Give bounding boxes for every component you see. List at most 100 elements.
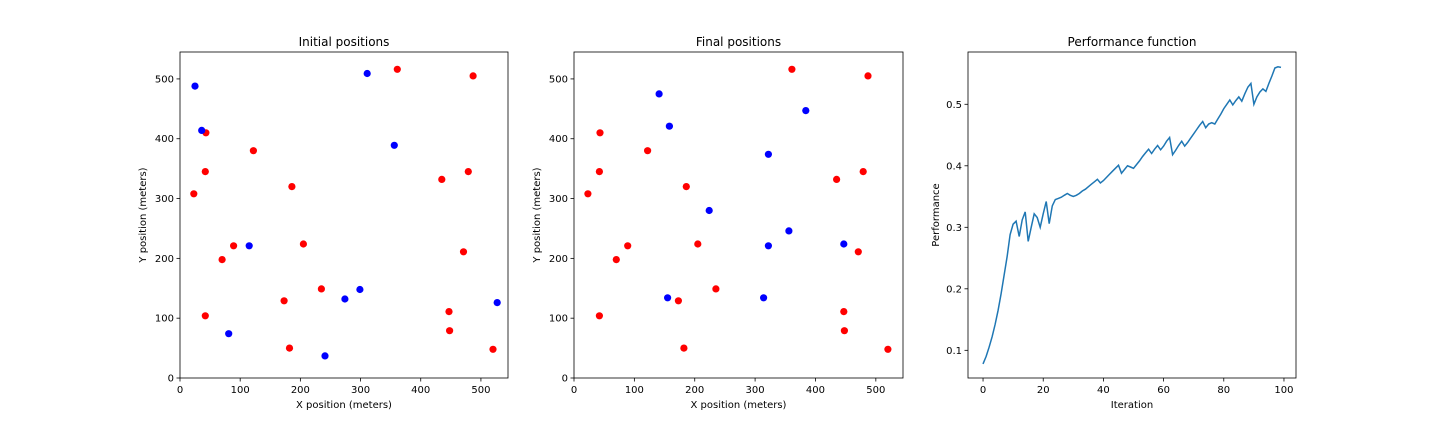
red-point — [624, 242, 632, 250]
red-point — [680, 344, 688, 352]
blue-point — [840, 240, 848, 248]
y-tick-label: 400 — [549, 134, 568, 145]
red-point — [285, 344, 294, 352]
red-point — [694, 240, 702, 248]
blue-point — [321, 352, 329, 360]
red-point — [612, 256, 620, 264]
y-tick-label: 100 — [155, 314, 174, 325]
y-tick-label: 200 — [155, 254, 174, 265]
blue-point — [785, 227, 793, 235]
y-tick-label: 500 — [549, 74, 568, 85]
red-point — [446, 327, 454, 335]
chart-title: Initial positions — [299, 35, 390, 49]
red-point — [459, 248, 468, 256]
x-tick-label: 60 — [1157, 385, 1170, 396]
blue-point — [493, 299, 501, 307]
chart-title: Performance function — [1068, 35, 1197, 49]
performance-line — [982, 66, 1282, 365]
chart-title: Final positions — [696, 35, 781, 49]
performance-function-panel: 0 20 40 60 80 100 0.1 0.2 0.3 0.4 0.5 Performance f… — [931, 35, 1297, 411]
y-tick-label: 0.1 — [946, 346, 962, 357]
blue-point — [802, 107, 810, 115]
x-tick-label: 0 — [571, 385, 577, 396]
red-point — [840, 327, 849, 335]
red-point — [201, 168, 209, 176]
red-point — [190, 190, 198, 198]
x-tick-label: 400 — [806, 385, 825, 396]
x-axis-label: Iteration — [1111, 400, 1153, 411]
blue-point — [764, 242, 773, 250]
x-tick-label: 80 — [1217, 385, 1230, 396]
y-axis-label: Y position (meters) — [532, 167, 543, 263]
red-point — [854, 248, 862, 256]
red-point — [393, 65, 401, 73]
red-point — [595, 168, 604, 176]
red-point — [469, 72, 477, 80]
y-tick-label: 200 — [549, 254, 568, 265]
blue-point — [198, 126, 206, 134]
red-point — [788, 65, 796, 73]
red-point — [595, 312, 604, 320]
red-point — [288, 183, 296, 191]
red-point — [864, 72, 872, 80]
x-tick-label: 100 — [231, 385, 250, 396]
y-tick-label: 100 — [549, 314, 568, 325]
x-tick-label: 200 — [685, 385, 704, 396]
blue-point — [363, 69, 371, 78]
axes-frame — [573, 51, 904, 379]
blue-point — [705, 206, 713, 215]
x-tick-label: 0 — [980, 385, 986, 396]
blue-point — [664, 294, 672, 302]
red-point — [280, 297, 288, 305]
red-point — [317, 285, 325, 293]
x-tick-label: 300 — [351, 385, 370, 396]
y-tick-label: 0 — [168, 374, 174, 385]
red-point — [596, 129, 604, 137]
y-tick-label: 0 — [562, 374, 568, 385]
y-tick-label: 300 — [155, 194, 174, 205]
axes-frame — [967, 51, 1297, 379]
x-axis-label: X position (meters) — [296, 400, 392, 411]
blue-point — [356, 285, 364, 294]
red-point — [445, 308, 453, 316]
blue-point — [665, 122, 674, 130]
red-point — [644, 147, 652, 155]
blue-point — [245, 242, 253, 250]
red-point — [249, 147, 257, 155]
blue-point — [341, 295, 349, 303]
x-tick-label: 0 — [177, 385, 183, 396]
red-point — [674, 297, 683, 305]
y-tick-label: 300 — [549, 194, 568, 205]
blue-point — [655, 90, 663, 98]
y-tick-label: 0.2 — [946, 284, 962, 295]
y-tick-label: 0.5 — [946, 100, 962, 111]
y-tick-label: 0.4 — [946, 161, 962, 172]
y-axis-label: Y position (meters) — [138, 167, 149, 263]
y-tick-label: 0.3 — [946, 223, 962, 234]
red-point — [230, 242, 238, 250]
final-positions-panel: 0 100 200 300 400 500 0 100 200 300 400 500 Final po… — [532, 35, 904, 411]
blue-point — [390, 141, 398, 149]
red-point — [682, 183, 690, 191]
x-tick-label: 100 — [1274, 385, 1293, 396]
x-axis-label: X position (meters) — [691, 400, 787, 411]
red-point — [840, 308, 848, 316]
red-point — [712, 285, 720, 293]
x-tick-label: 400 — [411, 385, 430, 396]
initial-positions-panel: 0 100 200 300 400 500 0 100 200 300 400 500 Initial … — [138, 35, 509, 411]
y-tick-label: 400 — [155, 134, 174, 145]
axes-frame — [179, 51, 509, 379]
blue-point — [225, 330, 233, 338]
y-tick-label: 500 — [155, 74, 174, 85]
red-point — [584, 190, 592, 198]
blue-point — [760, 294, 768, 302]
blue-point — [191, 82, 199, 90]
x-tick-label: 300 — [746, 385, 765, 396]
x-tick-label: 20 — [1037, 385, 1050, 396]
red-point — [884, 345, 892, 353]
red-point — [489, 345, 497, 353]
red-point — [438, 175, 446, 183]
red-point — [464, 168, 472, 176]
x-tick-label: 500 — [866, 385, 885, 396]
